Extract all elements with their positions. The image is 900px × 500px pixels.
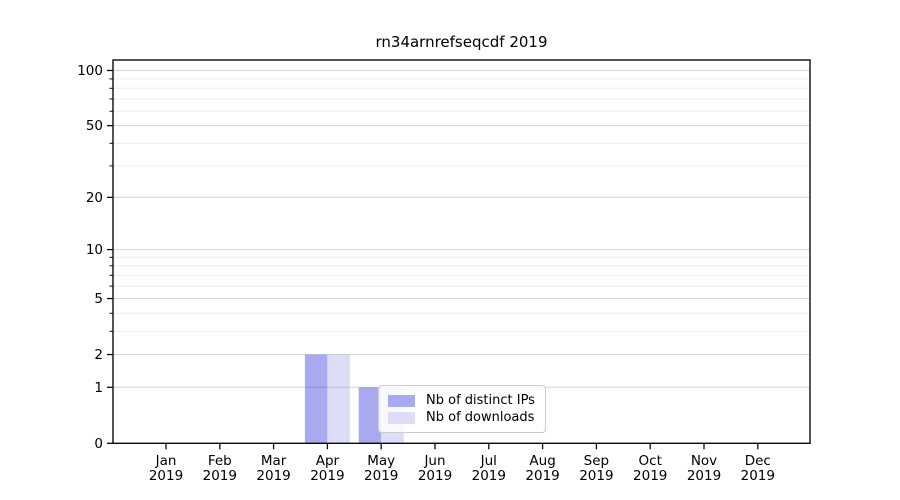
y-tick-label-50: 50 xyxy=(86,118,103,134)
plot-spines xyxy=(112,59,811,444)
x-tick-label-month-feb: Feb xyxy=(208,453,232,469)
downloads-swatch-icon xyxy=(388,411,415,424)
x-tick-label-month-dec: Dec xyxy=(745,453,771,469)
x-tick-label-month-sep: Sep xyxy=(584,453,609,469)
y-tick-label-1: 1 xyxy=(94,380,103,396)
y-tick-label-10: 10 xyxy=(86,242,103,258)
legend-entry-distinct-ips: Nb of distinct IPs xyxy=(388,394,536,407)
x-tick-label-month-jan: Jan xyxy=(155,453,177,469)
x-tick-label-month-jun: Jun xyxy=(423,453,445,469)
bar-apr-series0 xyxy=(304,354,328,444)
y-tick-label-5: 5 xyxy=(94,291,103,307)
y-tick-label-0: 0 xyxy=(94,436,103,452)
x-tick-label-month-nov: Nov xyxy=(691,453,717,469)
x-tick-label-year-apr: 2019 xyxy=(310,468,344,484)
chart-title: rn34arnrefseqcdf 2019 xyxy=(375,33,548,51)
legend-label-distinct-ips: Nb of distinct IPs xyxy=(426,393,535,408)
x-tick-label-year-dec: 2019 xyxy=(741,468,775,484)
x-tick-label-year-oct: 2019 xyxy=(633,468,667,484)
x-tick-label-month-jul: Jul xyxy=(480,453,497,469)
bar-apr-series1 xyxy=(327,354,350,444)
x-tick-label-month-apr: Apr xyxy=(316,453,340,469)
x-tick-label-year-nov: 2019 xyxy=(687,468,721,484)
x-tick-label-year-mar: 2019 xyxy=(256,468,290,484)
distinct-ips-swatch-icon xyxy=(388,394,415,407)
x-tick-label-year-feb: 2019 xyxy=(203,468,237,484)
x-tick-label-year-jul: 2019 xyxy=(472,468,506,484)
y-tick-label-2: 2 xyxy=(94,347,103,363)
legend-entry-downloads: Nb of downloads xyxy=(388,411,536,424)
x-tick-label-year-jan: 2019 xyxy=(149,468,183,484)
legend-label-downloads: Nb of downloads xyxy=(426,410,535,425)
y-tick-label-20: 20 xyxy=(86,190,103,206)
x-tick-label-month-may: May xyxy=(367,453,395,469)
bar-may-series0 xyxy=(358,387,382,444)
x-tick-label-year-sep: 2019 xyxy=(579,468,613,484)
x-tick-label-year-jun: 2019 xyxy=(418,468,452,484)
y-tick-label-100: 100 xyxy=(77,63,103,79)
x-tick-label-month-oct: Oct xyxy=(639,453,662,469)
x-tick-label-year-may: 2019 xyxy=(364,468,398,484)
legend: Nb of distinct IPs Nb of downloads xyxy=(378,385,546,433)
x-tick-label-year-aug: 2019 xyxy=(525,468,559,484)
x-tick-label-month-mar: Mar xyxy=(261,453,287,469)
x-tick-label-month-aug: Aug xyxy=(529,453,555,469)
